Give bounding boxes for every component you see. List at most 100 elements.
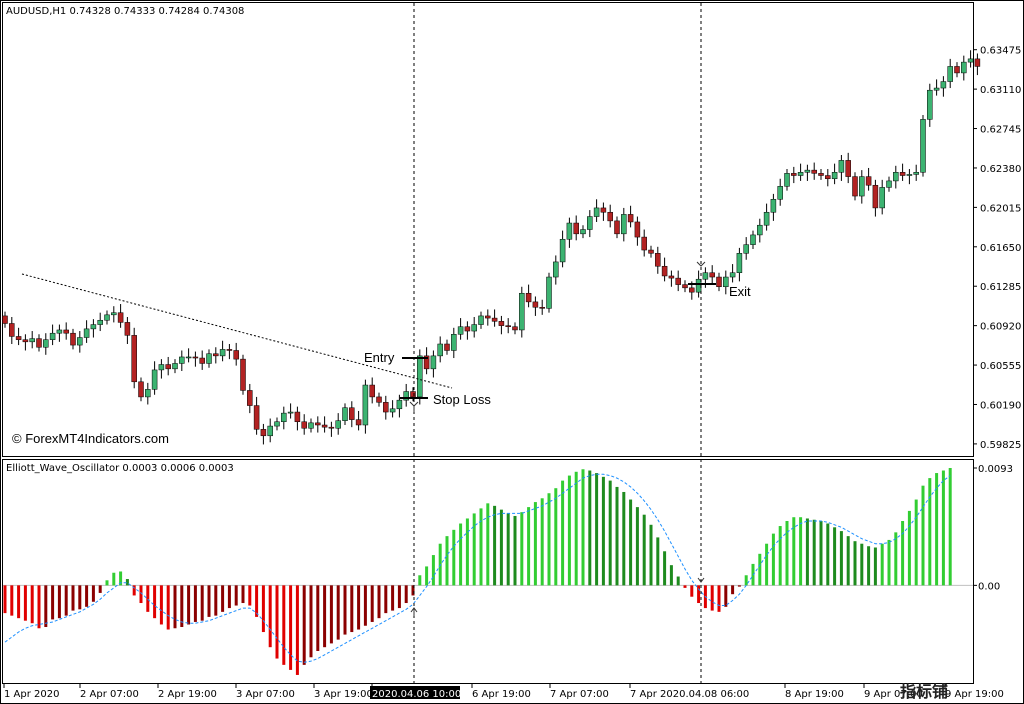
oscillator-bar xyxy=(928,478,932,586)
time-tick-label: 7 Apr 2020.04.08 06:00 xyxy=(630,689,749,700)
bullish-candle xyxy=(519,292,525,331)
bearish-candle xyxy=(600,207,607,213)
bullish-candle xyxy=(417,355,423,398)
oscillator-bar xyxy=(935,473,939,586)
oscillator-bar xyxy=(329,585,333,644)
bullish-candle xyxy=(451,334,457,351)
bearish-candle xyxy=(505,325,511,327)
oscillator-pane[interactable] xyxy=(3,468,973,675)
bullish-candle xyxy=(274,421,280,427)
bullish-candle xyxy=(83,328,90,338)
oscillator-bar xyxy=(425,566,429,586)
oscillator-bar xyxy=(132,585,136,596)
bullish-candle xyxy=(940,81,947,89)
bullish-candle xyxy=(430,355,437,370)
oscillator-bar xyxy=(846,536,850,586)
oscillator-bar xyxy=(615,486,619,586)
oscillator-bar xyxy=(166,585,170,630)
bullish-candle xyxy=(158,364,165,371)
oscillator-bar xyxy=(302,585,306,665)
bearish-candle xyxy=(614,220,620,235)
bearish-candle xyxy=(213,353,219,357)
bullish-candle xyxy=(185,356,192,359)
bullish-candle xyxy=(287,411,294,414)
bearish-candle xyxy=(233,350,239,360)
bullish-candle xyxy=(770,199,777,213)
bullish-candle xyxy=(362,384,369,426)
time-tick-label: 6 Apr 19:00 xyxy=(472,689,531,700)
bearish-candle xyxy=(444,343,450,351)
bullish-candle xyxy=(43,339,49,348)
oscillator-bar xyxy=(316,585,320,651)
bearish-candle xyxy=(464,326,471,332)
bullish-candle xyxy=(920,119,926,173)
oscillator-bar xyxy=(642,514,646,586)
oscillator-bar xyxy=(758,553,762,586)
bearish-candle xyxy=(709,272,715,278)
bearish-candle xyxy=(865,176,872,186)
bullish-candle xyxy=(906,174,913,176)
oscillator-bar xyxy=(3,585,7,614)
time-tick-label: 1 Apr 2020 xyxy=(4,689,59,700)
bullish-candle xyxy=(784,173,790,187)
bullish-candle xyxy=(743,244,749,254)
bullish-candle xyxy=(566,222,573,240)
oscillator-bar xyxy=(289,585,293,670)
bearish-candle xyxy=(539,307,545,309)
bearish-candle xyxy=(9,323,15,337)
bullish-candle xyxy=(695,278,702,293)
bullish-candle xyxy=(342,407,348,421)
oscillator-bar xyxy=(690,585,694,597)
oscillator-bar xyxy=(812,519,816,586)
bearish-candle xyxy=(668,275,675,279)
oscillator-bar xyxy=(452,529,456,586)
oscillator-bar xyxy=(193,585,197,622)
oscillator-bar xyxy=(139,585,143,604)
time-tick-label: 8 Apr 19:00 xyxy=(785,689,844,700)
oscillator-bar xyxy=(397,585,401,609)
bearish-candle xyxy=(818,173,824,176)
oscillator-bar xyxy=(17,585,21,619)
price-tick-label: 0.62015 xyxy=(980,203,1021,214)
bearish-candle xyxy=(355,419,362,426)
bearish-candle xyxy=(634,221,641,238)
stop-loss-label: Stop Loss xyxy=(433,392,491,407)
oscillator-bar xyxy=(737,585,741,587)
bullish-candle xyxy=(29,338,35,343)
bullish-candle xyxy=(172,363,178,370)
oscillator-bar xyxy=(411,585,415,596)
bullish-candle xyxy=(471,324,477,332)
bullish-candle xyxy=(838,160,845,173)
oscillator-bar xyxy=(547,493,551,586)
bullish-candle xyxy=(777,186,783,200)
oscillator-bar xyxy=(418,575,422,586)
bullish-candle xyxy=(77,337,83,346)
bullish-candle xyxy=(90,324,97,330)
oscillator-bar xyxy=(78,585,82,610)
oscillator-bar xyxy=(799,517,803,586)
bearish-candle xyxy=(199,357,205,364)
oscillator-bar xyxy=(635,507,639,586)
oscillator-bar xyxy=(57,585,61,619)
bearish-candle xyxy=(661,265,668,277)
oscillator-bar xyxy=(894,532,898,586)
bearish-candle xyxy=(383,402,389,413)
oscillator-bar xyxy=(588,470,592,586)
bearish-candle xyxy=(321,424,328,428)
time-tick-label: 2 Apr 19:00 xyxy=(158,689,217,700)
oscillator-bar xyxy=(275,585,279,659)
oscillator-bar xyxy=(649,524,653,586)
price-tick-label: 0.59825 xyxy=(980,440,1021,451)
oscillator-bar xyxy=(744,575,748,586)
oscillator-bar xyxy=(370,585,374,622)
price-pane[interactable] xyxy=(2,50,981,445)
oscillator-bar xyxy=(221,585,225,612)
bullish-candle xyxy=(736,253,743,273)
bullish-candle xyxy=(145,389,151,398)
time-tick-label: 2 Apr 07:00 xyxy=(80,689,139,700)
oscillator-bar xyxy=(336,585,340,640)
bearish-candle xyxy=(165,364,171,370)
oscillator-bar xyxy=(629,499,633,586)
bearish-candle xyxy=(63,329,69,334)
